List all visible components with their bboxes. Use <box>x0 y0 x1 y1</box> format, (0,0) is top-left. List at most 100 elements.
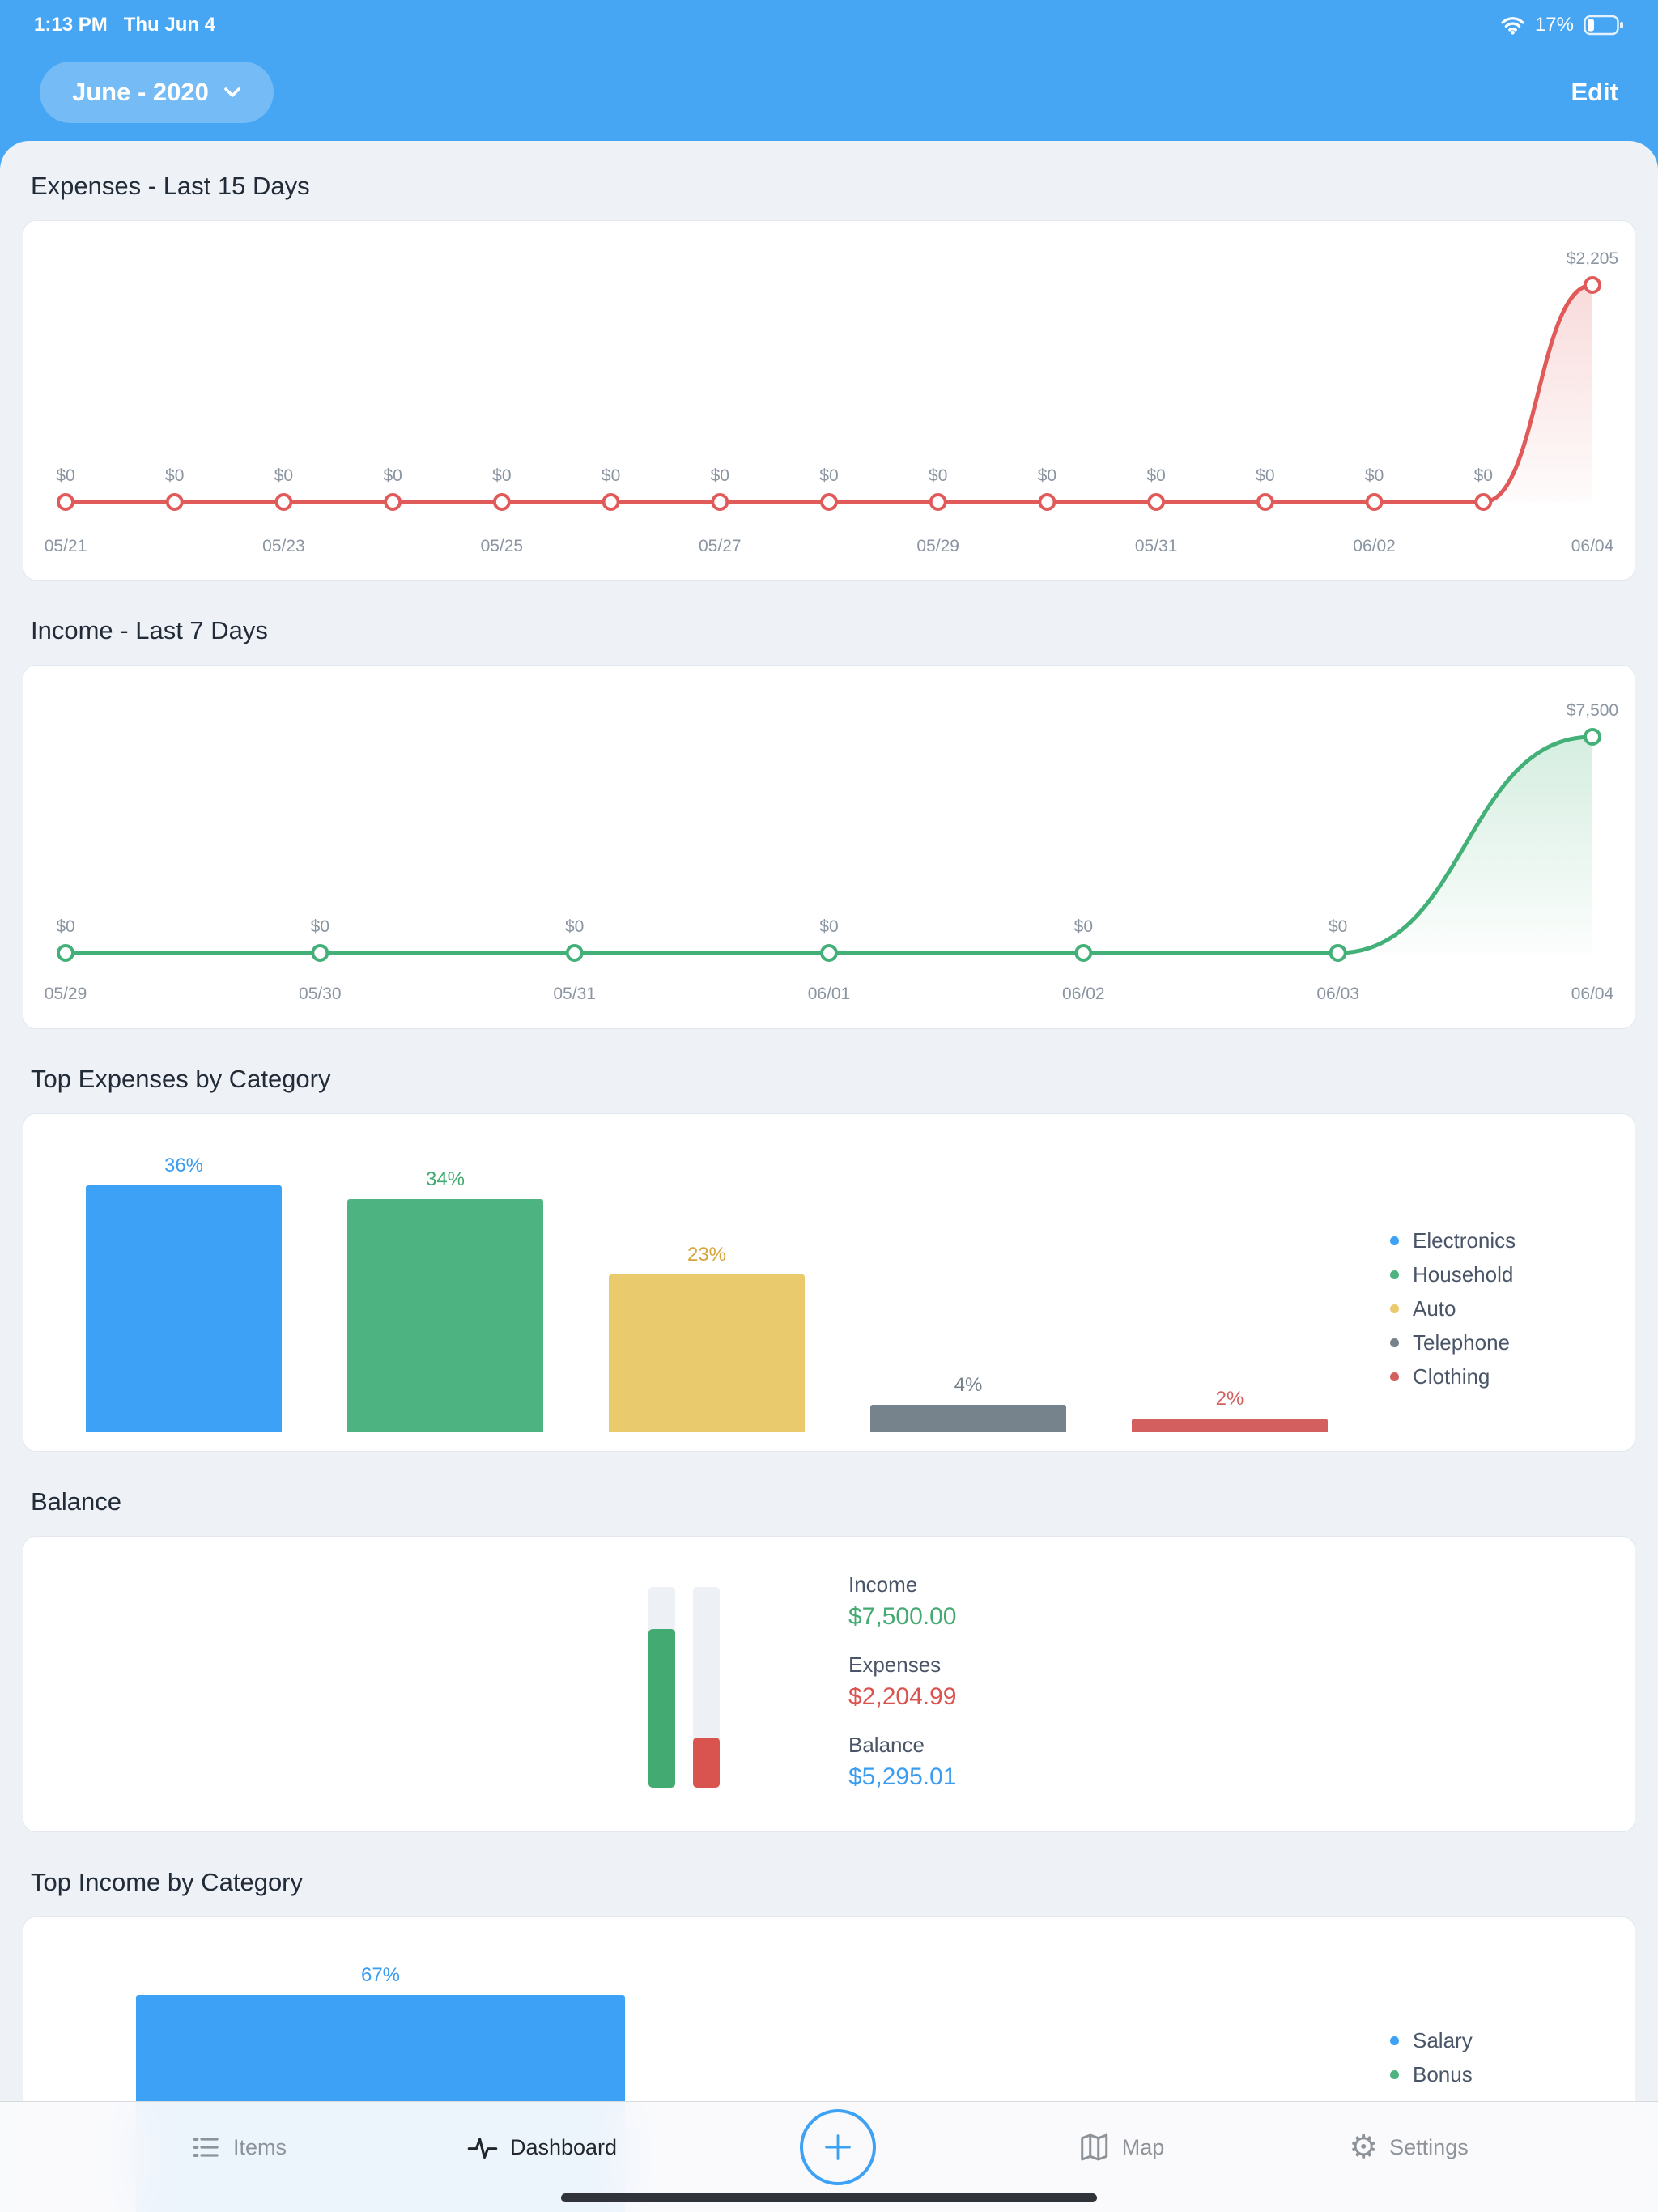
data-point <box>57 493 74 511</box>
legend-label: Bonus <box>1413 2062 1473 2087</box>
bar-value-label: 67% <box>360 1964 401 1986</box>
tab-dashboard-label: Dashboard <box>509 2134 618 2159</box>
add-button[interactable] <box>800 2109 876 2185</box>
legend-dot <box>1390 1372 1399 1381</box>
section-title-top-income: Top Income by Category <box>31 1868 304 1896</box>
status-left: 1:13 PM Thu Jun 4 <box>34 14 215 36</box>
point-label: $0 <box>383 466 402 485</box>
expenses-line-chart-card: $0 $0 $0 $0 $0 $0 $0 $0 $0 $0 $0 $0 $0 $0 $2,205 05/21 0… <box>23 220 1635 581</box>
section-title-top-expenses: Top Expenses by Category <box>31 1065 331 1093</box>
section-title-balance: Balance <box>31 1487 122 1516</box>
income-bar-track <box>648 1587 675 1788</box>
data-point <box>1147 493 1166 511</box>
point-label: $0 <box>1329 917 1347 936</box>
x-tick-label: 05/30 <box>299 985 342 1003</box>
balance-summary-group: Balance $5,295.01 <box>848 1733 956 1791</box>
x-tick-label: 05/21 <box>45 537 87 555</box>
tab-items[interactable]: Items <box>189 2102 287 2193</box>
bar-value-label: 2% <box>1215 1388 1244 1410</box>
point-label: $0 <box>1146 466 1165 485</box>
home-indicator[interactable] <box>561 2193 1097 2202</box>
bar-household <box>347 1199 543 1432</box>
point-label: $0 <box>929 466 947 485</box>
data-point <box>1256 493 1274 511</box>
status-right: 17% <box>1500 14 1624 36</box>
header: June - 2020 Edit <box>0 44 1658 141</box>
area-fill <box>66 737 1592 953</box>
battery-icon <box>1584 15 1623 36</box>
data-point <box>602 493 620 511</box>
legend-item: Telephone <box>1390 1329 1516 1356</box>
map-icon <box>1081 2133 1108 2161</box>
x-tick-label: 06/03 <box>1316 985 1359 1003</box>
gear-icon: ⚙ <box>1349 2129 1379 2166</box>
data-point <box>1584 276 1601 294</box>
data-point <box>384 493 402 511</box>
legend-dot <box>1390 1270 1399 1279</box>
point-label: $0 <box>1074 917 1093 936</box>
tab-map-label: Map <box>1121 2134 1165 2159</box>
status-date: Thu Jun 4 <box>123 14 216 36</box>
top-expenses-bar-chart-card: 36% 34% 23% 4% 2% Electronics Household Auto Te… <box>23 1113 1635 1452</box>
data-point <box>1074 944 1093 962</box>
section-title-income: Income - Last 7 Days <box>31 616 268 644</box>
x-tick-label: 05/23 <box>262 537 305 555</box>
x-tick-label: 06/01 <box>808 985 851 1003</box>
expenses-bar-fill <box>693 1738 720 1788</box>
point-label: $0 <box>819 466 838 485</box>
legend-dot <box>1390 1236 1399 1245</box>
data-point <box>711 493 729 511</box>
data-point <box>1329 944 1347 962</box>
data-point <box>492 493 511 511</box>
point-label: $0 <box>1038 466 1056 485</box>
tab-map[interactable]: Map <box>1078 2102 1165 2193</box>
legend-dot <box>1390 1304 1399 1313</box>
battery-percent: 17% <box>1534 14 1574 36</box>
point-label: $0 <box>819 917 838 936</box>
status-bar: 1:13 PM Thu Jun 4 17% <box>0 0 1658 44</box>
tab-settings[interactable]: ⚙ Settings <box>1349 2102 1468 2193</box>
chevron-down-icon <box>224 87 240 97</box>
x-tick-label: 06/04 <box>1571 985 1614 1003</box>
legend-dot <box>1390 1338 1399 1347</box>
point-label: $0 <box>711 466 729 485</box>
expenses-bar-track <box>693 1587 720 1788</box>
point-label: $0 <box>56 917 74 936</box>
balance-value: $5,295.01 <box>848 1763 957 1790</box>
point-label: $0 <box>274 466 293 485</box>
point-label: $0 <box>1474 466 1493 485</box>
x-tick-label: 05/27 <box>699 537 742 555</box>
data-point <box>1474 493 1493 511</box>
point-label: $0 <box>165 466 184 485</box>
legend-label: Household <box>1413 1262 1514 1287</box>
tab-dashboard[interactable]: Dashboard <box>466 2102 617 2193</box>
data-point <box>1584 728 1601 746</box>
bar-electronics <box>86 1185 282 1432</box>
point-label: $2,205 <box>1567 249 1618 268</box>
bar-auto <box>609 1274 805 1432</box>
expenses-summary: Expenses $2,204.99 <box>848 1653 956 1711</box>
month-selector[interactable]: June - 2020 <box>40 62 274 123</box>
edit-button[interactable]: Edit <box>1571 78 1618 106</box>
x-tick-label: 06/02 <box>1353 537 1396 555</box>
top-expenses-legend: Electronics Household Auto Telephone Clothin… <box>1390 1227 1516 1390</box>
x-tick-label: 05/31 <box>1135 537 1178 555</box>
x-tick-label: 06/04 <box>1571 537 1614 555</box>
tab-settings-label: Settings <box>1389 2134 1469 2159</box>
legend-item: Clothing <box>1390 1363 1516 1390</box>
point-label: $0 <box>1256 466 1274 485</box>
data-point <box>165 493 184 511</box>
line-chart: $0 $0 $0 $0 $0 $0 $0 $0 $0 $0 $0 $0 $0 $0 $2,205 05/21 0… <box>45 249 1618 555</box>
income-label: Income <box>848 1572 918 1597</box>
legend-item: Bonus <box>1390 2061 1473 2088</box>
balance-card: Income $7,500.00 Expenses $2,204.99 Bala… <box>23 1536 1635 1832</box>
legend-label: Electronics <box>1413 1228 1516 1253</box>
data-point <box>820 944 838 962</box>
bar-value-label: 34% <box>425 1168 466 1190</box>
income-summary: Income $7,500.00 <box>848 1572 956 1631</box>
point-label: $0 <box>602 466 620 485</box>
bar-telephone <box>870 1405 1066 1432</box>
legend-dot <box>1390 2070 1399 2079</box>
legend-dot <box>1390 2036 1399 2045</box>
dashboard-content[interactable]: Expenses - Last 15 Days $0 $0 $0 $0 $0 $0 $0 $0… <box>0 141 1658 2212</box>
